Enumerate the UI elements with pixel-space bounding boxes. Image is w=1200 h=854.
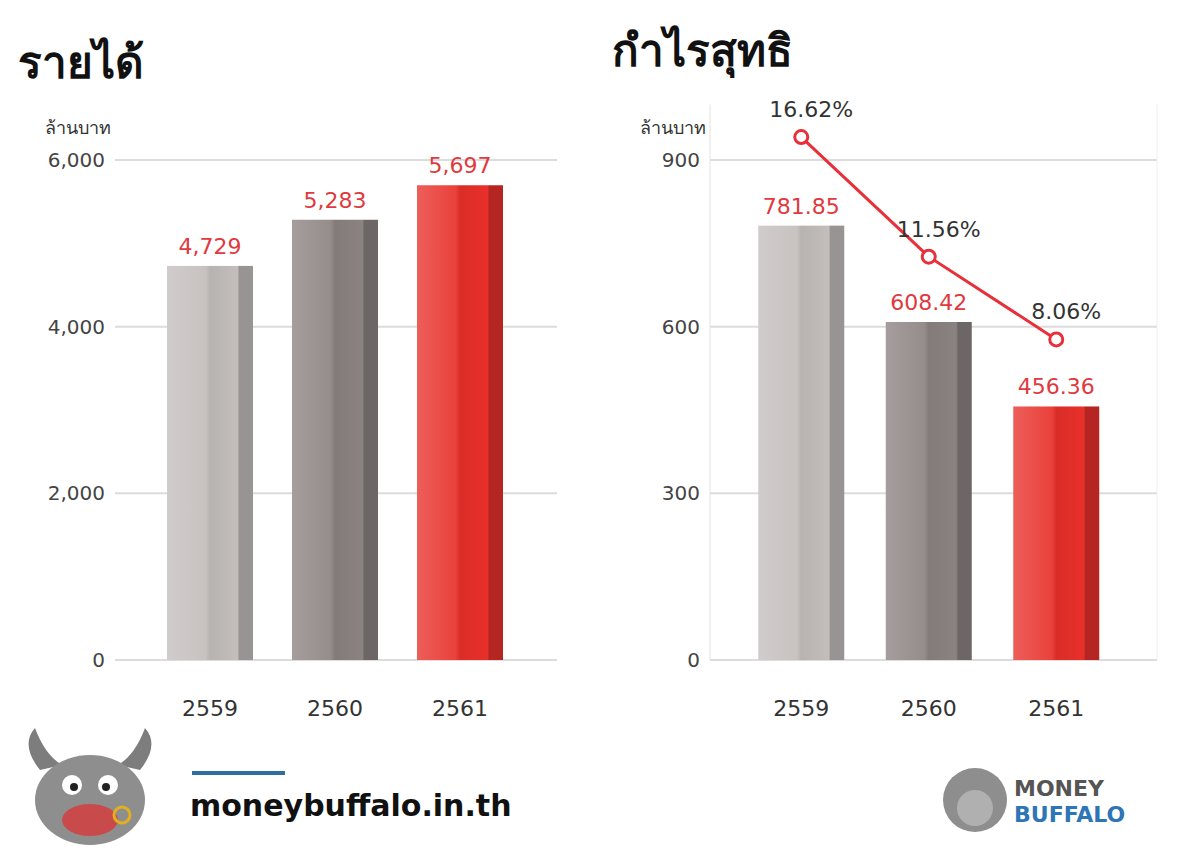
eye (98, 775, 118, 795)
bar (167, 266, 253, 660)
data-label: 5,697 (429, 153, 492, 178)
axis-title: ล้านบาท (640, 117, 706, 138)
category-label: 2559 (182, 696, 238, 721)
footer: moneybuffalo.in.th MONEYBUFFALO (29, 728, 1126, 845)
logo-text: MONEY (1014, 776, 1105, 801)
chart-panel: กำไรสุทธิล้านบาท 0 300 600 900 781.85 608.42 45… (612, 25, 1157, 721)
bar (292, 220, 378, 660)
tick-label: 900 (662, 148, 700, 172)
data-label: 456.36 (1018, 374, 1095, 399)
marks (758, 131, 1099, 660)
axis-line (1157, 104, 1158, 660)
marker (1050, 333, 1063, 346)
bar (417, 185, 503, 660)
tick-label: 4,000 (48, 315, 105, 339)
data-label: 11.56% (897, 217, 981, 242)
bar (758, 226, 844, 660)
horn (118, 728, 151, 770)
chart-panel: รายได้ล้านบาท 0 2,000 4,000 6,000 4,729 5,283 5… (18, 37, 557, 721)
data-label: 781.85 (763, 194, 840, 219)
tick-label: 300 (662, 481, 700, 505)
logo-text: BUFFALO (1014, 802, 1125, 827)
mouth (62, 804, 118, 836)
axis-title: ล้านบาท (45, 117, 111, 138)
tick-label: 0 (687, 648, 700, 672)
labels: 781.85 608.42 456.36 16.62% 11.56% 8.06% (763, 97, 1101, 399)
bar (1013, 406, 1099, 660)
horn (29, 728, 62, 770)
accent-line (192, 771, 285, 775)
data-label: 4,729 (179, 234, 242, 259)
ring (114, 807, 130, 823)
labels: 4,729 5,283 5,697 (179, 153, 492, 259)
marker (922, 250, 935, 263)
grid-line (710, 159, 1157, 161)
category-label: 2559 (773, 696, 829, 721)
data-label: 608.42 (890, 290, 967, 315)
bar (886, 322, 972, 660)
marker (795, 131, 808, 144)
marks (167, 185, 503, 660)
tick-label: 2,000 (48, 481, 105, 505)
axis-line (710, 104, 711, 660)
background (0, 0, 1200, 854)
category-label: 2560 (901, 696, 957, 721)
pupil (102, 783, 110, 791)
chart-title: รายได้ (18, 37, 144, 88)
eye (62, 775, 82, 795)
tick-label: 0 (92, 648, 105, 672)
chart-title: กำไรสุทธิ (612, 25, 793, 79)
logo-icon (943, 768, 1007, 832)
data-label: 8.06% (1031, 299, 1101, 324)
data-label: 16.62% (769, 97, 853, 122)
data-label: 5,283 (304, 188, 367, 213)
head (35, 755, 145, 845)
canvas: รายได้ล้านบาท 0 2,000 4,000 6,000 4,729 5,283 5… (0, 0, 1200, 854)
tick-label: 600 (662, 315, 700, 339)
category-label: 2560 (307, 696, 363, 721)
logo-icon (957, 790, 993, 826)
tick-label: 6,000 (48, 148, 105, 172)
site-name: moneybuffalo.in.th (190, 788, 512, 823)
category-label: 2561 (432, 696, 488, 721)
line (801, 137, 1056, 339)
pupil (70, 783, 78, 791)
category-label: 2561 (1028, 696, 1084, 721)
